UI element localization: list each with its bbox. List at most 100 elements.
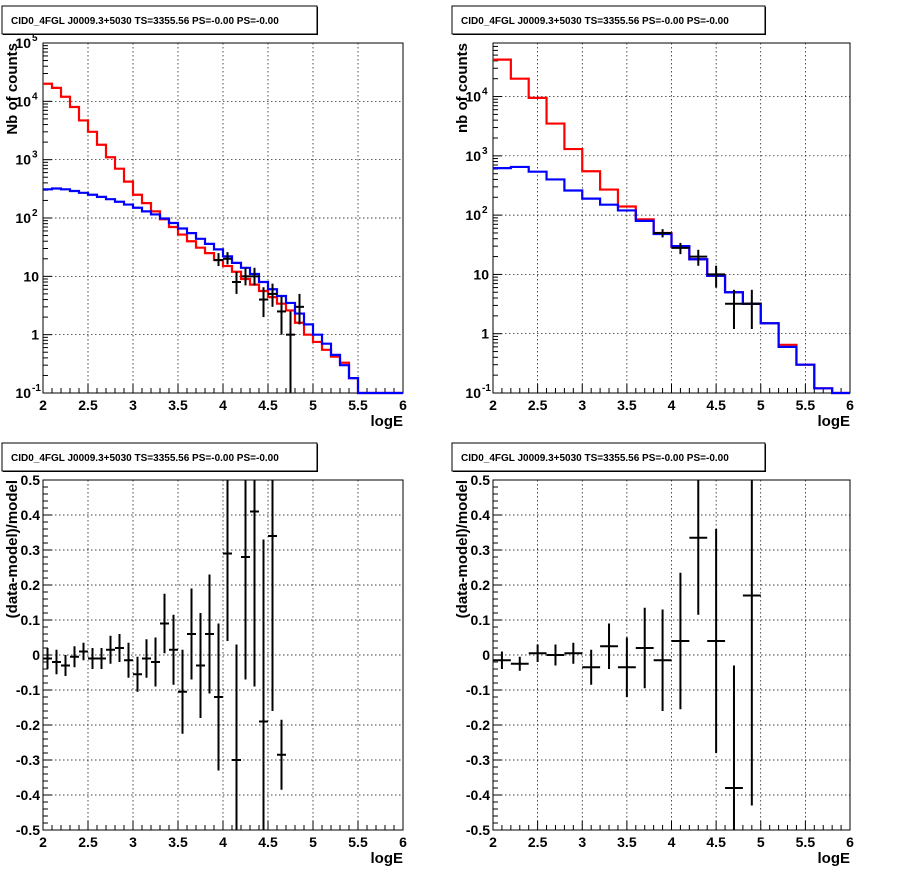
y-tick-exponent: 2: [32, 208, 38, 219]
chart-panel-2: CID0_4FGL J0009.3+5030 TS=3355.56 PS=-0.…: [451, 5, 854, 430]
y-tick-label: -0.4: [466, 787, 490, 803]
x-tick-label: 2.5: [528, 397, 548, 413]
y-tick-label: 10: [15, 385, 31, 401]
y-tick-exponent: 4: [32, 91, 38, 102]
residual-point: [196, 613, 205, 718]
x-tick-label: 3: [129, 834, 137, 850]
y-tick-label: 1: [481, 326, 489, 342]
x-tick-label: 4.5: [706, 397, 726, 413]
y-tick-exponent: 2: [482, 205, 488, 216]
data-point: [653, 229, 672, 238]
title-box: [1, 5, 318, 35]
residual-point: [178, 649, 187, 734]
residual-point: [214, 623, 223, 771]
residual-point: [241, 480, 250, 680]
y-tick-exponent: -1: [32, 383, 41, 394]
residual-point: [187, 588, 196, 680]
x-tick-label: 3: [578, 397, 586, 413]
y-tick-label: 0.4: [471, 507, 491, 523]
x-tick-label: 2.5: [78, 397, 98, 413]
y-tick-label: 0.2: [21, 577, 41, 593]
x-tick-label: 4: [668, 397, 676, 413]
data-point: [250, 267, 259, 286]
residual-point: [510, 656, 529, 671]
residual-point: [142, 639, 151, 678]
residual-point: [205, 574, 214, 694]
series-line-1: [493, 58, 850, 395]
residual-point: [268, 480, 277, 711]
chart-title: CID0_4FGL J0009.3+5030 TS=3355.56 PS=-0.…: [11, 16, 279, 27]
y-tick-label: -0.3: [16, 752, 40, 768]
residual-point: [493, 651, 511, 669]
y-tick-label: 0: [482, 647, 490, 663]
x-tick-label: 4: [219, 397, 227, 413]
residual-point: [115, 634, 124, 662]
data-point: [742, 289, 761, 330]
x-axis-label: logE: [371, 850, 404, 867]
residual-point: [564, 642, 583, 664]
x-tick-label: 3.5: [617, 397, 637, 413]
x-tick-label: 5: [309, 397, 317, 413]
data-point: [725, 289, 743, 330]
y-tick-label: 0.5: [471, 472, 491, 488]
title-box: [1, 442, 318, 472]
y-tick-label: 10: [465, 385, 481, 401]
chart-title: CID0_4FGL J0009.3+5030 TS=3355.56 PS=-0.…: [461, 16, 729, 27]
y-tick-label: -0.2: [16, 717, 40, 733]
residual-point: [61, 655, 70, 676]
residual-point: [223, 480, 232, 641]
residual-point: [528, 644, 547, 662]
x-tick-label: 2.5: [78, 834, 98, 850]
residual-point: [742, 480, 761, 806]
x-axis-label: logE: [371, 413, 404, 430]
data-point: [232, 271, 241, 294]
y-axis-label: nb of counts: [454, 43, 471, 133]
y-tick-label: 1: [31, 327, 39, 343]
data-point: [295, 293, 304, 325]
title-box: [451, 442, 766, 472]
x-tick-label: 2: [489, 834, 497, 850]
data-point: [214, 253, 223, 267]
x-tick-label: 2: [39, 397, 47, 413]
residual-point: [546, 644, 565, 666]
y-tick-label: -0.2: [466, 717, 490, 733]
residual-point: [106, 635, 115, 664]
chart-panel-4: CID0_4FGL J0009.3+5030 TS=3355.56 PS=-0.…: [451, 442, 854, 867]
chart-panel-1: CID0_4FGL J0009.3+5030 TS=3355.56 PS=-0.…: [1, 5, 407, 430]
data-point: [223, 252, 232, 265]
chart-title: CID0_4FGL J0009.3+5030 TS=3355.56 PS=-0.…: [461, 453, 729, 464]
y-tick-exponent: 5: [32, 33, 38, 44]
y-tick-label: 10: [15, 152, 31, 168]
chart-panel-3: CID0_4FGL J0009.3+5030 TS=3355.56 PS=-0.…: [1, 442, 407, 867]
residual-point: [689, 480, 708, 615]
y-axis-label: (data-model)/model: [4, 480, 21, 618]
residual-point: [232, 644, 241, 830]
residual-point: [725, 665, 743, 830]
residual-point: [88, 648, 97, 669]
residual-point: [653, 609, 672, 711]
x-tick-label: 5: [757, 834, 765, 850]
series-line-2: [43, 187, 403, 395]
y-tick-label: -0.3: [466, 752, 490, 768]
x-tick-label: 6: [846, 397, 854, 413]
x-tick-label: 4.5: [258, 834, 278, 850]
x-tick-label: 5.5: [348, 397, 368, 413]
y-tick-exponent: -1: [482, 383, 491, 394]
y-tick-label: 0.3: [21, 542, 41, 558]
x-tick-label: 2: [489, 397, 497, 413]
y-tick-label: -0.1: [466, 682, 490, 698]
title-box: [451, 5, 766, 35]
x-tick-label: 4.5: [258, 397, 278, 413]
x-tick-label: 5.5: [796, 834, 816, 850]
x-tick-label: 3.5: [617, 834, 637, 850]
data-point: [268, 283, 277, 307]
residual-point: [43, 648, 52, 669]
data-point: [286, 311, 295, 393]
x-tick-label: 3: [129, 397, 137, 413]
y-tick-label: 0.1: [471, 612, 491, 628]
y-tick-exponent: 3: [32, 150, 38, 161]
x-tick-label: 3.5: [168, 834, 188, 850]
y-tick-exponent: 3: [482, 146, 488, 157]
x-tick-label: 3: [578, 834, 586, 850]
